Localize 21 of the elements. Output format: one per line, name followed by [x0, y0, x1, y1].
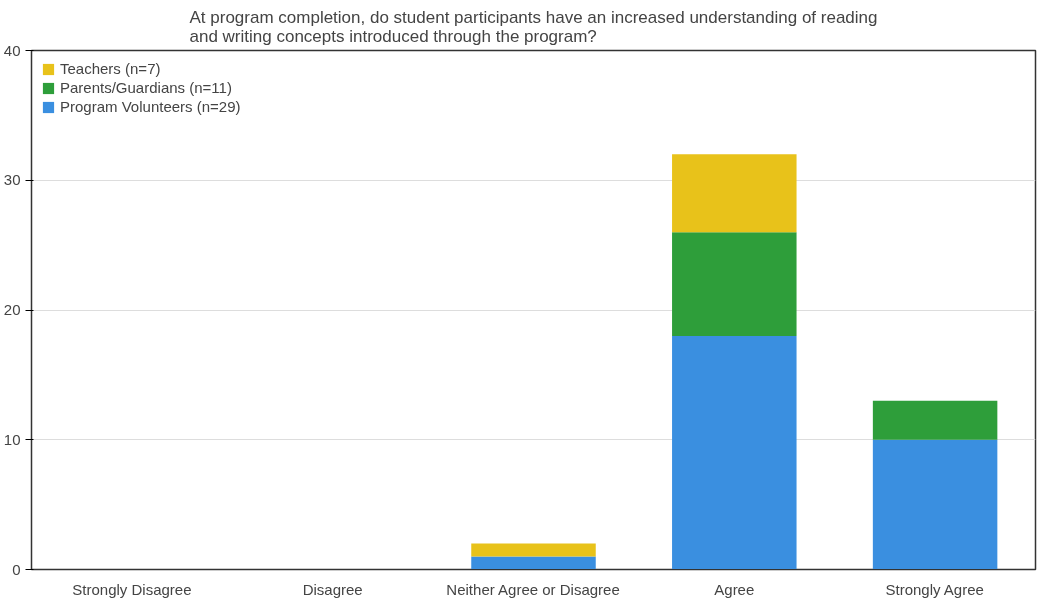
y-tick-label: 10 — [3, 430, 21, 448]
x-tick-label: Neither Agree or Disagree — [446, 580, 620, 598]
x-tick-label: Strongly Agree — [885, 580, 984, 598]
bar — [672, 154, 797, 233]
bar — [471, 556, 596, 570]
y-tick-label: 0 — [12, 560, 21, 578]
bar — [672, 335, 797, 570]
y-tick-label: 20 — [3, 301, 21, 318]
x-tick-label: Agree — [714, 580, 755, 598]
bar — [471, 543, 596, 557]
legend-label: Teachers (n=7) — [60, 60, 161, 77]
bar — [672, 232, 797, 336]
legend-label: Program Volunteers (n=29) — [60, 98, 241, 115]
legend-label: Parents/Guardians (n=11) — [60, 79, 232, 96]
bar — [872, 439, 998, 570]
y-tick-label: 30 — [3, 171, 21, 189]
x-tick-label: Strongly Disagree — [72, 580, 192, 598]
x-tick-label: Disagree — [302, 580, 363, 598]
bar — [872, 400, 998, 440]
y-tick-label: 40 — [3, 41, 21, 59]
chart-title: At program completion, do student participants have an increased understanding of reading and writing concepts introduced through the program? — [189, 7, 878, 46]
